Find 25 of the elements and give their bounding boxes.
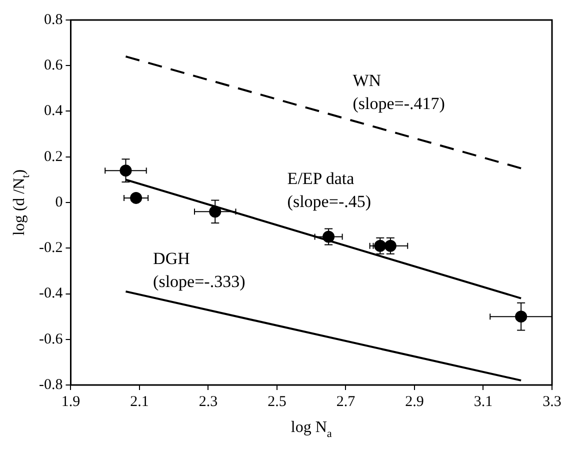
- y-tick-label: -0.2: [38, 240, 63, 256]
- x-tick-label: 2.5: [268, 394, 286, 410]
- x-tick-label: 2.7: [336, 394, 356, 410]
- x-tick-label: 2.1: [130, 394, 149, 410]
- annotation: (slope=-.333): [153, 272, 246, 291]
- y-tick-label: 0.6: [44, 58, 64, 74]
- x-tick-label: 3.3: [542, 394, 562, 410]
- y-tick-label: 0: [55, 194, 63, 210]
- x-tick-label: 2.9: [405, 394, 424, 410]
- annotation: (slope=-.45): [287, 192, 372, 211]
- y-tick-label: -0.6: [38, 331, 64, 348]
- point: [130, 192, 142, 204]
- y-tick-label: 0.8: [44, 12, 63, 28]
- y-axis-title: log (d /Nt): [11, 169, 32, 236]
- y-tick-label: -0.4: [38, 286, 64, 302]
- x-tick-label: 1.9: [61, 394, 80, 410]
- annotation: DGH: [153, 248, 190, 268]
- y-tick-label: 0.4: [44, 103, 64, 120]
- annotation: (slope=-.417): [352, 94, 445, 113]
- x-tick-label: 3.1: [474, 394, 493, 410]
- y-tick-label: -0.8: [38, 376, 63, 393]
- y-tick-label: 0.2: [44, 148, 63, 165]
- annotation: E/EP data: [287, 169, 355, 188]
- annotation: WN: [352, 71, 382, 90]
- x-tick-label: 2.3: [198, 394, 218, 410]
